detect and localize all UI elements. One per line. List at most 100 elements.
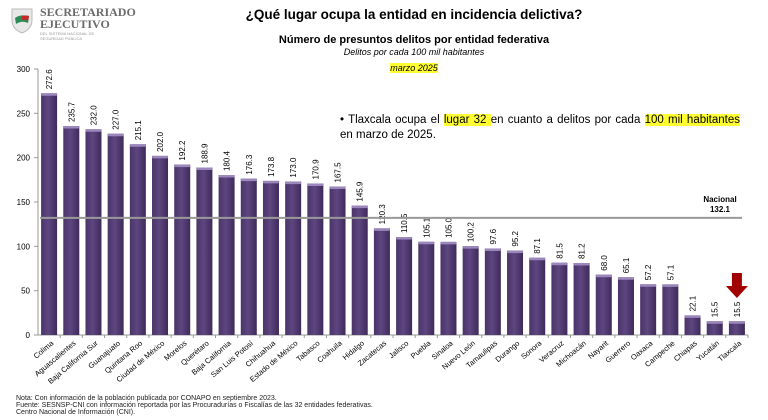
y-tick-label: 150 xyxy=(17,198,31,207)
chart-subtitle: Delitos por cada 100 mil habitantes xyxy=(343,47,485,57)
bar-cap xyxy=(662,284,679,287)
bar-cap xyxy=(529,257,546,261)
bar-cap xyxy=(462,246,479,249)
bar-cap xyxy=(640,284,657,287)
category-label: Jalisco xyxy=(387,339,410,361)
bar-cap xyxy=(728,321,745,324)
annotation-text: en marzo de 2025. xyxy=(340,129,436,141)
annotation-text: Tlaxcala ocupa el xyxy=(348,114,444,126)
bar-cap xyxy=(152,155,169,159)
value-label: 87.1 xyxy=(533,238,542,254)
y-tick-label: 100 xyxy=(17,242,31,251)
category-label: Guerrero xyxy=(603,339,632,365)
value-label: 105.0 xyxy=(444,217,453,238)
bar-cap xyxy=(351,205,368,209)
bar-sonora xyxy=(529,257,546,335)
annotation: • Tlaxcala ocupa el lugar 32 en cuanto a… xyxy=(340,114,740,141)
value-label: 68.0 xyxy=(600,255,609,271)
bar-durango xyxy=(507,250,524,335)
bar-colima xyxy=(41,93,58,335)
value-label: 227.0 xyxy=(112,109,121,130)
value-label: 57.2 xyxy=(644,264,653,280)
annotation-highlight-rank: lugar 32 xyxy=(443,114,491,126)
bar-veracruz xyxy=(551,262,568,335)
value-label: 120.3 xyxy=(378,204,387,225)
value-label: 192.2 xyxy=(178,140,187,161)
value-label: 170.9 xyxy=(311,159,320,180)
org-name-line1: SECRETARIADO xyxy=(40,5,136,19)
bar-aguascalientes xyxy=(63,126,80,335)
bar-cap xyxy=(307,183,324,186)
bar-nuevo-león xyxy=(462,246,479,335)
bar-cap xyxy=(240,178,257,182)
value-label: 145.9 xyxy=(356,181,365,202)
bar-quintana-roo xyxy=(129,144,146,335)
category-label: Chiapas xyxy=(672,338,699,363)
value-label: 173.8 xyxy=(267,156,276,177)
bar-michoacán xyxy=(573,263,590,335)
bar-baja-california xyxy=(218,175,235,335)
bar-oaxaca xyxy=(640,284,657,335)
bar-cap xyxy=(706,321,723,324)
value-label: 100.2 xyxy=(467,222,476,243)
bar-zacatecas xyxy=(373,228,390,335)
value-label: 65.1 xyxy=(622,257,631,273)
bar-cap xyxy=(440,241,457,245)
bar-hidalgo xyxy=(351,205,368,335)
period-label: marzo 2025 xyxy=(390,63,438,73)
value-label: 188.9 xyxy=(200,143,209,164)
value-label: 15.5 xyxy=(733,301,742,317)
value-label: 81.2 xyxy=(578,243,587,259)
value-label: 110.5 xyxy=(400,213,409,233)
bar-cap xyxy=(285,181,302,185)
bar-tlaxcala xyxy=(728,321,745,335)
footer-center: Centro Nacional de Información (CNI). xyxy=(16,409,136,416)
org-name-line2: EJECUTIVO xyxy=(40,17,110,31)
bar-guerrero xyxy=(617,277,634,335)
y-tick-label: 50 xyxy=(21,287,30,296)
category-label: Puebla xyxy=(409,338,433,360)
bar-coahuila xyxy=(329,186,346,335)
bar-jalisco xyxy=(396,237,413,335)
bar-cap xyxy=(41,93,58,96)
value-label: 235.7 xyxy=(67,101,76,122)
value-label: 15.5 xyxy=(711,301,720,317)
chart-period: marzo 2025 xyxy=(0,58,768,76)
bar-cap xyxy=(329,186,346,189)
bar-cap xyxy=(484,248,501,251)
bar-cap xyxy=(107,133,124,137)
bar-baja-california-sur xyxy=(85,129,102,335)
value-label: 97.6 xyxy=(489,228,498,244)
footer-note: Nota: Con información de la población pu… xyxy=(16,395,277,402)
org-subtitle: DEL SISTEMA NACIONAL DE SEGURIDAD PÚBLIC… xyxy=(40,31,95,41)
footer-source: Fuente: SESNSP-CNI con información repor… xyxy=(16,402,373,409)
bar-nayarit xyxy=(595,274,612,335)
bar-cap xyxy=(595,274,612,278)
value-label: 167.5 xyxy=(334,162,343,183)
value-label: 202.0 xyxy=(156,131,165,152)
annotation-text: en cuanto a delitos por cada xyxy=(490,114,645,126)
value-label: 272.6 xyxy=(45,69,54,90)
y-tick-label: 300 xyxy=(17,65,31,74)
bar-cap xyxy=(63,126,80,129)
y-tick-label: 250 xyxy=(17,109,31,118)
value-label: 173.0 xyxy=(289,157,298,178)
chart-title: Número de presuntos delitos por entidad … xyxy=(278,34,550,46)
page-title: ¿Qué lugar ocupa la entidad en incidenci… xyxy=(245,7,583,22)
bar-cap xyxy=(507,250,524,254)
nacional-value: 132.1 xyxy=(710,205,731,214)
value-label: 232.0 xyxy=(89,105,98,126)
value-label: 22.1 xyxy=(689,295,698,311)
category-label: Coahuila xyxy=(315,338,344,364)
bar-cap xyxy=(551,262,568,266)
bar-cap xyxy=(573,263,590,266)
bar-querétaro xyxy=(196,167,213,335)
bar-cap xyxy=(617,277,634,280)
bar-campeche xyxy=(662,284,679,335)
bar-cap xyxy=(396,237,413,240)
bar-sinaloa xyxy=(440,241,457,335)
bar-yucatán xyxy=(706,321,723,335)
bar-cap xyxy=(262,180,279,184)
